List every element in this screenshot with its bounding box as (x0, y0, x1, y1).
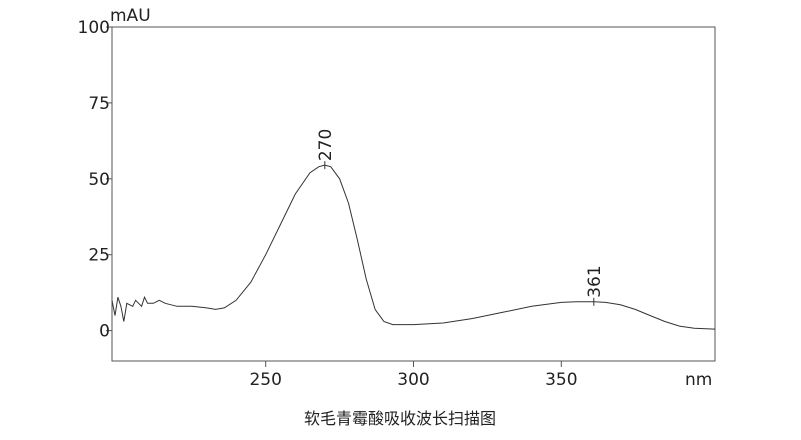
plot-frame (111, 26, 716, 362)
y-tick-label: 25 (88, 246, 110, 266)
spectrum-line (111, 164, 716, 330)
y-tick-label: 0 (99, 322, 110, 342)
peak-label: 270 (316, 129, 336, 161)
peak-label: 361 (585, 265, 605, 297)
x-tick-label: 350 (545, 370, 577, 390)
y-tick-label: 50 (88, 170, 110, 190)
chart-title: 软毛青霉酸吸收波长扫描图 (304, 409, 496, 428)
y-tick-label: 100 (78, 18, 110, 38)
x-tick-label: 300 (397, 370, 429, 390)
x-tick-label: 250 (249, 370, 281, 390)
y-unit: mAU (110, 6, 151, 26)
y-tick-label: 75 (88, 94, 110, 114)
x-unit: nm (685, 370, 712, 390)
